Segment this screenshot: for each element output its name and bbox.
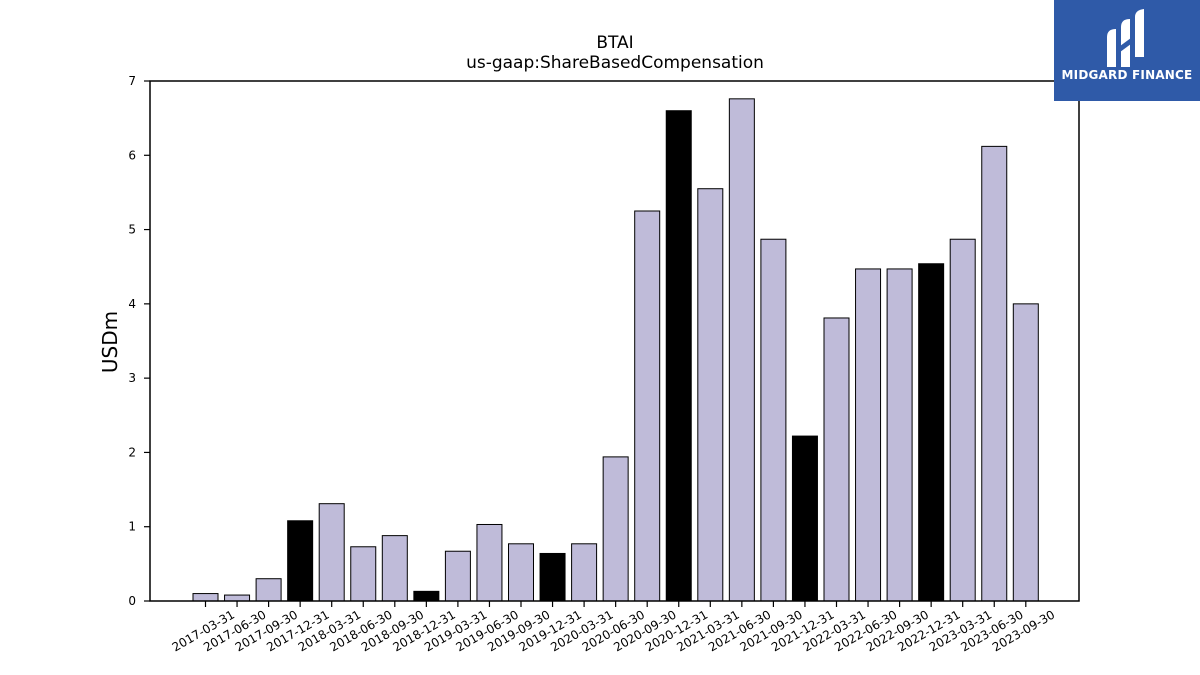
bar-2022-06-30 bbox=[855, 268, 882, 602]
y-axis: 0 1 2 3 4 5 6 7 bbox=[128, 74, 150, 608]
y-axis-label: USDm bbox=[98, 311, 122, 373]
bar-2019-09-30 bbox=[508, 543, 534, 602]
y-tick-label: 1 bbox=[128, 520, 136, 534]
bar-2023-03-31 bbox=[949, 238, 976, 602]
bar-2020-03-31 bbox=[571, 543, 598, 602]
bar-2019-03-31 bbox=[444, 550, 471, 602]
bar-2018-09-30 bbox=[381, 535, 408, 602]
bar-2020-09-30 bbox=[634, 210, 661, 602]
bar-2021-09-30 bbox=[760, 238, 787, 602]
bar-2017-12-31 bbox=[287, 520, 314, 602]
bar-2022-03-31 bbox=[823, 317, 850, 602]
y-tick-label: 3 bbox=[128, 371, 136, 385]
y-tick-label: 4 bbox=[128, 297, 136, 311]
bar-2017-06-30 bbox=[224, 594, 251, 602]
bar-2017-03-31 bbox=[192, 593, 219, 602]
bar-2017-09-30 bbox=[255, 578, 282, 602]
brand-name: MIDGARD FINANCE bbox=[1061, 68, 1193, 82]
x-axis: 2017-03-312017-06-302017-09-302017-12-31… bbox=[170, 601, 1057, 654]
bar-2022-12-31 bbox=[918, 263, 945, 602]
y-tick-label: 5 bbox=[128, 223, 136, 237]
bars-layer bbox=[192, 98, 1039, 602]
y-tick-label: 7 bbox=[128, 74, 136, 88]
bar-2023-09-30 bbox=[1012, 303, 1039, 602]
bar-2019-06-30 bbox=[476, 523, 503, 602]
bar-2021-12-31 bbox=[791, 435, 818, 602]
bar-2021-06-30 bbox=[728, 98, 755, 602]
bar-2018-03-31 bbox=[318, 503, 345, 602]
y-tick-label: 2 bbox=[128, 445, 136, 459]
bar-2023-06-30 bbox=[981, 145, 1008, 602]
brand-mark-icon bbox=[1107, 9, 1144, 67]
y-tick-label: 6 bbox=[128, 148, 136, 162]
brand-logo: MIDGARD FINANCE bbox=[1054, 0, 1200, 101]
chart-title: BTAI bbox=[596, 33, 633, 53]
bar-2019-12-31 bbox=[539, 552, 566, 602]
plot-frame bbox=[149, 80, 1080, 602]
bar-2020-06-30 bbox=[602, 456, 629, 602]
bar-2018-12-31 bbox=[413, 590, 440, 602]
bar-2022-09-30 bbox=[886, 268, 913, 602]
bar-2021-03-31 bbox=[697, 188, 724, 602]
chart-subtitle: us-gaap:ShareBasedCompensation bbox=[466, 53, 764, 73]
bar-2020-12-31 bbox=[665, 110, 692, 602]
y-tick-label: 0 bbox=[128, 594, 136, 608]
bar-2018-06-30 bbox=[350, 546, 377, 602]
